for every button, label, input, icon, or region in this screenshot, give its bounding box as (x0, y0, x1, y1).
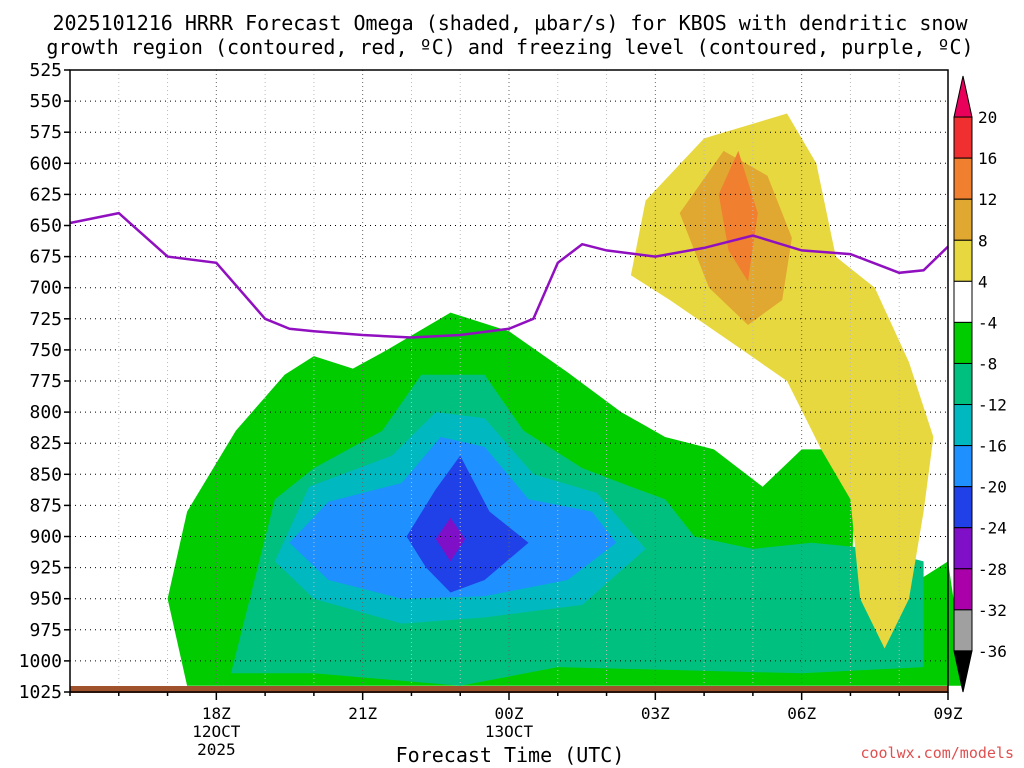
y-tick-label: 800 (29, 402, 62, 423)
credit-text: coolwx.com/models (860, 744, 1014, 762)
y-tick-label: 1025 (19, 682, 62, 703)
colorbar-label: 20 (978, 108, 997, 127)
x-tick-label: 21Z (348, 704, 377, 723)
x-tick-label: 2025 (197, 740, 236, 759)
colorbar-label: -16 (978, 437, 1007, 456)
x-tick-label: 18Z (202, 704, 231, 723)
y-tick-label: 925 (29, 558, 62, 579)
omega-shading (167, 113, 963, 686)
colorbar-label: 16 (978, 149, 997, 168)
chart-title-line-1: 2025101216 HRRR Forecast Omega (shaded, … (52, 11, 968, 35)
colorbar-label: -36 (978, 642, 1007, 661)
y-tick-label: 1000 (19, 651, 62, 672)
colorbar-label: -20 (978, 478, 1007, 497)
colorbar-label: 12 (978, 190, 997, 209)
colorbar-top-arrow (953, 75, 973, 118)
colorbar-swatch (953, 116, 973, 159)
y-tick-label: 900 (29, 527, 62, 548)
x-tick-label: 09Z (934, 704, 963, 723)
colorbar-swatch (953, 321, 973, 364)
chart-title-line-2: growth region (contoured, red, ºC) and f… (46, 35, 973, 59)
y-tick-label: 525 (29, 60, 62, 81)
colorbar-swatch (953, 280, 973, 323)
x-tick-label: 12OCT (192, 722, 241, 741)
x-tick-label: 06Z (787, 704, 816, 723)
colorbar-swatch (953, 157, 973, 200)
x-tick-label: 00Z (495, 704, 524, 723)
y-tick-label: 875 (29, 495, 62, 516)
y-axis: 525 550 575 600 625 650 675 700 725 750 775 800 825 8… (19, 60, 70, 703)
omega-region-plus12-8 (718, 150, 758, 282)
x-tick-label: 03Z (641, 704, 670, 723)
y-tick-label: 550 (29, 91, 62, 112)
colorbar-label: 4 (978, 272, 988, 291)
x-tick-label: 13OCT (485, 722, 534, 741)
y-tick-label: 675 (29, 247, 62, 268)
colorbar-label: -8 (978, 354, 997, 373)
y-tick-label: 825 (29, 433, 62, 454)
colorbar-swatch (953, 362, 973, 406)
y-tick-label: 600 (29, 153, 62, 174)
colorbar-swatch (953, 609, 973, 652)
colorbar-label: -4 (978, 313, 997, 332)
omega-region-minus24-5 (435, 517, 466, 562)
omega-region-minus20-4 (406, 455, 529, 593)
colorbar-swatch (953, 486, 973, 529)
colorbar-swatch (953, 568, 973, 611)
colorbar-swatch (953, 404, 973, 447)
colorbar-label: -24 (978, 519, 1007, 538)
y-tick-label: 625 (29, 184, 62, 205)
colorbar-bottom-arrow (953, 650, 973, 693)
colorbar-swatch (953, 527, 973, 570)
colorbar-label: 8 (978, 231, 988, 250)
plot-area (69, 69, 963, 693)
y-tick-label: 950 (29, 589, 62, 610)
x-axis-title: Forecast Time (UTC) (396, 743, 625, 767)
colorbar-label: -12 (978, 396, 1007, 415)
y-tick-label: 650 (29, 216, 62, 237)
y-tick-label: 775 (29, 371, 62, 392)
y-tick-label: 725 (29, 309, 62, 330)
freezing-level-line (69, 211, 949, 339)
colorbar-label: -28 (978, 560, 1007, 579)
freezing-level-layer (69, 211, 949, 339)
colorbar-swatch (953, 239, 973, 282)
ground-surface-band (70, 686, 948, 693)
y-tick-label: 750 (29, 340, 62, 361)
colorbar-label: -32 (978, 601, 1007, 620)
y-tick-label: 575 (29, 122, 62, 143)
omega-colorbar: 20 16 12 8 4 -4 -8 -12 -16 -20 -24 -28 -32 -36 (953, 75, 1007, 693)
y-tick-label: 975 (29, 620, 62, 641)
colorbar-swatch (953, 445, 973, 488)
colorbar-swatch (953, 198, 973, 241)
y-tick-label: 700 (29, 278, 62, 299)
y-tick-label: 850 (29, 464, 62, 485)
